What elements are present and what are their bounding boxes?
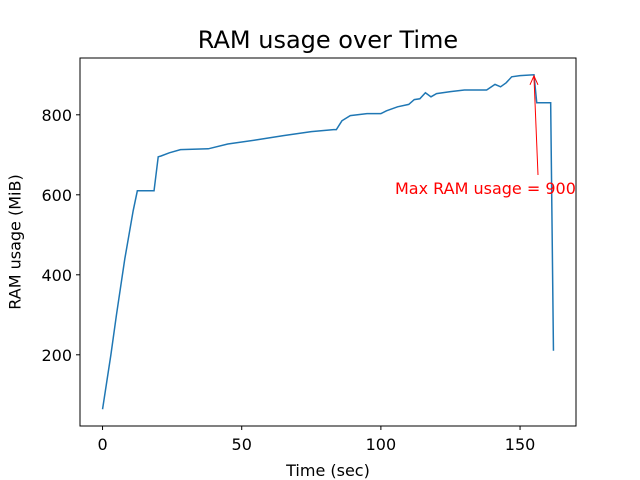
y-axis-label: RAM usage (MiB)	[6, 174, 25, 309]
y-tick-label: 600	[41, 186, 72, 205]
y-tick-label: 200	[41, 346, 72, 365]
x-axis-label: Time (sec)	[285, 461, 370, 480]
x-tick-label: 0	[97, 435, 107, 454]
y-tick-label: 400	[41, 266, 72, 285]
annotation-arrow	[533, 76, 539, 176]
y-tick-label: 800	[41, 106, 72, 125]
x-tick-label: 150	[505, 435, 536, 454]
x-tick-label: 50	[232, 435, 252, 454]
plot-frame	[79, 57, 577, 427]
annotation-arrowhead	[529, 74, 539, 86]
x-tick-label: 100	[366, 435, 397, 454]
chart-title: RAM usage over Time	[198, 26, 458, 54]
data-line	[101, 74, 555, 410]
annotation-text: Max RAM usage = 900	[395, 179, 576, 198]
